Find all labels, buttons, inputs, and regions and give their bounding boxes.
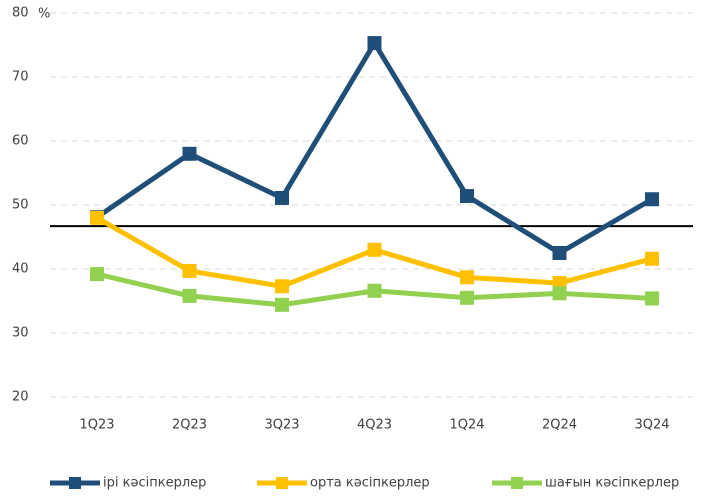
y-tick-label: 50 — [12, 198, 29, 213]
point — [460, 270, 474, 285]
point — [645, 291, 659, 306]
x-tick-label: 1Q23 — [79, 418, 114, 433]
legend-marker — [511, 477, 523, 489]
series-line — [95, 40, 654, 256]
point — [182, 288, 197, 303]
point — [460, 290, 474, 305]
x-tick-label: 1Q24 — [449, 418, 484, 433]
point — [367, 242, 382, 257]
point — [182, 146, 197, 161]
legend-marker — [69, 477, 81, 489]
y-tick-label: 80 — [12, 6, 29, 21]
point — [367, 36, 382, 51]
point — [275, 279, 289, 294]
x-tick-label: 2Q23 — [172, 418, 207, 433]
y-tick-label: 60 — [12, 134, 29, 149]
y-tick-label: 20 — [12, 390, 29, 405]
point — [367, 283, 382, 298]
x-tick-label: 4Q23 — [357, 418, 392, 433]
point — [275, 190, 289, 205]
point — [90, 210, 104, 225]
y-unit: % — [38, 7, 50, 22]
x-tick-label: 3Q23 — [264, 418, 299, 433]
y-tick-label: 30 — [12, 326, 29, 341]
point — [645, 192, 659, 207]
y-tick-label: 70 — [12, 70, 29, 85]
legend-label: шағын кәсіпкерлер — [545, 476, 679, 491]
y-tick-label: 40 — [12, 262, 29, 277]
point — [460, 189, 474, 204]
point — [552, 286, 567, 301]
legend-label: орта кәсіпкерлер — [310, 476, 430, 491]
point — [90, 267, 104, 282]
point — [645, 251, 659, 266]
x-tick-label: 3Q24 — [634, 418, 669, 433]
point — [182, 263, 197, 278]
legend-label: ірі кәсіпкерлер — [103, 476, 206, 491]
x-tick-label: 2Q24 — [542, 418, 577, 433]
point — [275, 297, 289, 312]
point — [552, 246, 567, 260]
legend-marker — [276, 477, 288, 489]
